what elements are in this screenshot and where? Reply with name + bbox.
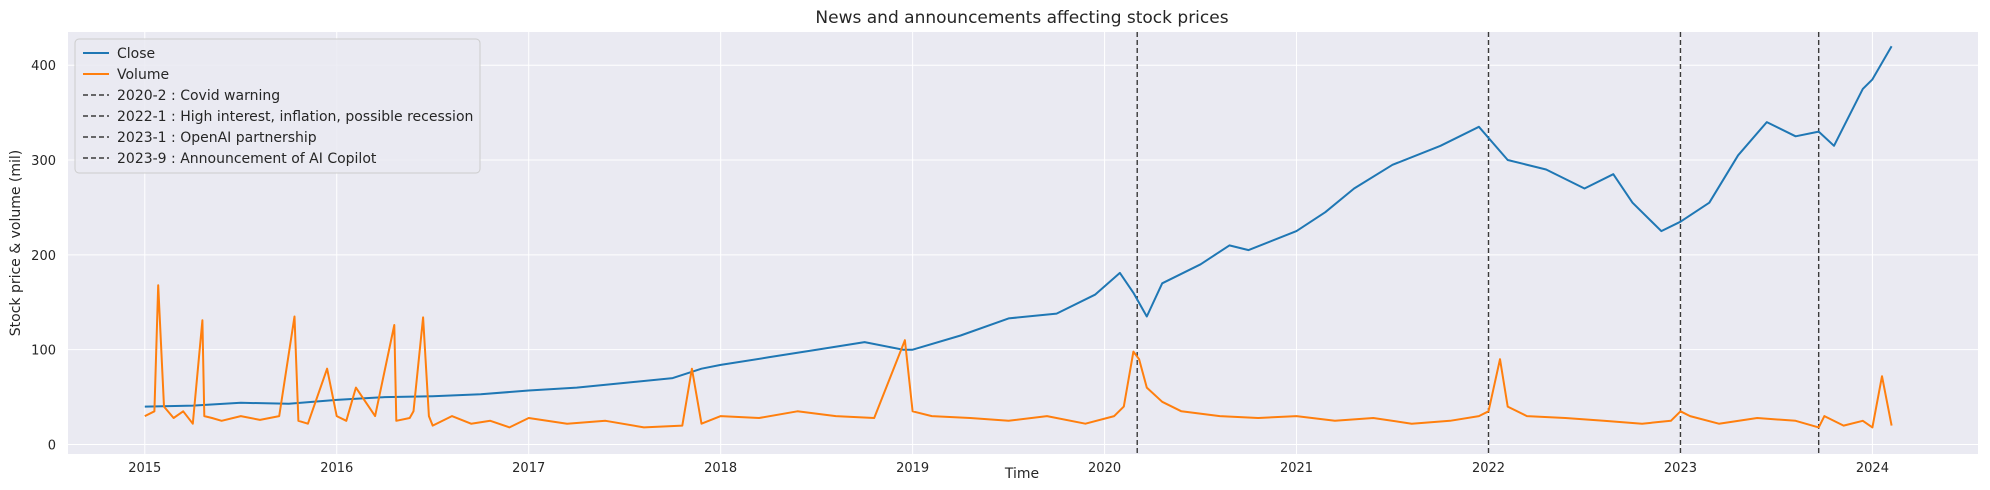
y-tick-label: 300: [31, 154, 56, 169]
x-tick-label: 2023: [1664, 461, 1697, 476]
y-tick-label: 200: [31, 249, 56, 264]
x-tick-label: 2019: [896, 461, 929, 476]
x-tick-label: 2022: [1472, 461, 1505, 476]
y-axis-ticks: 0 100 200 300 400: [31, 59, 56, 453]
chart-title: News and announcements affecting stock p…: [815, 8, 1228, 28]
x-axis-ticks: 2015 2016 2017 2018 2019 2020 2021 2022 2023 2024: [128, 461, 1889, 476]
y-tick-label: 0: [48, 439, 56, 454]
x-tick-label: 2020: [1088, 461, 1121, 476]
x-tick-label: 2015: [128, 461, 161, 476]
legend-label: 2023-1 : OpenAI partnership: [117, 130, 317, 146]
legend-label: Close: [117, 46, 155, 62]
x-tick-label: 2024: [1856, 461, 1889, 476]
x-tick-label: 2021: [1280, 461, 1313, 476]
legend-label: 2020-2 : Covid warning: [117, 88, 280, 104]
y-tick-label: 100: [31, 344, 56, 359]
x-axis-label: Time: [1004, 466, 1039, 482]
legend-label: 2023-9 : Announcement of AI Copilot: [117, 151, 377, 167]
x-tick-label: 2017: [512, 461, 545, 476]
x-tick-label: 2016: [320, 461, 353, 476]
y-tick-label: 400: [31, 59, 56, 74]
series-line-close: [144, 45, 1893, 408]
legend-label: Volume: [117, 67, 169, 83]
x-tick-label: 2018: [704, 461, 737, 476]
event-lines: [1136, 32, 1820, 454]
grid: [68, 32, 1978, 454]
series-lines: [144, 45, 1893, 429]
y-axis-label: Stock price & volume (mil): [8, 150, 24, 337]
series-line-volume: [144, 284, 1893, 429]
legend: Close Volume 2020-2 : Covid warning 2022-1 …: [74, 38, 481, 174]
legend-box: [74, 38, 481, 174]
legend-label: 2022-1 : High interest, inflation, possi…: [117, 109, 473, 125]
